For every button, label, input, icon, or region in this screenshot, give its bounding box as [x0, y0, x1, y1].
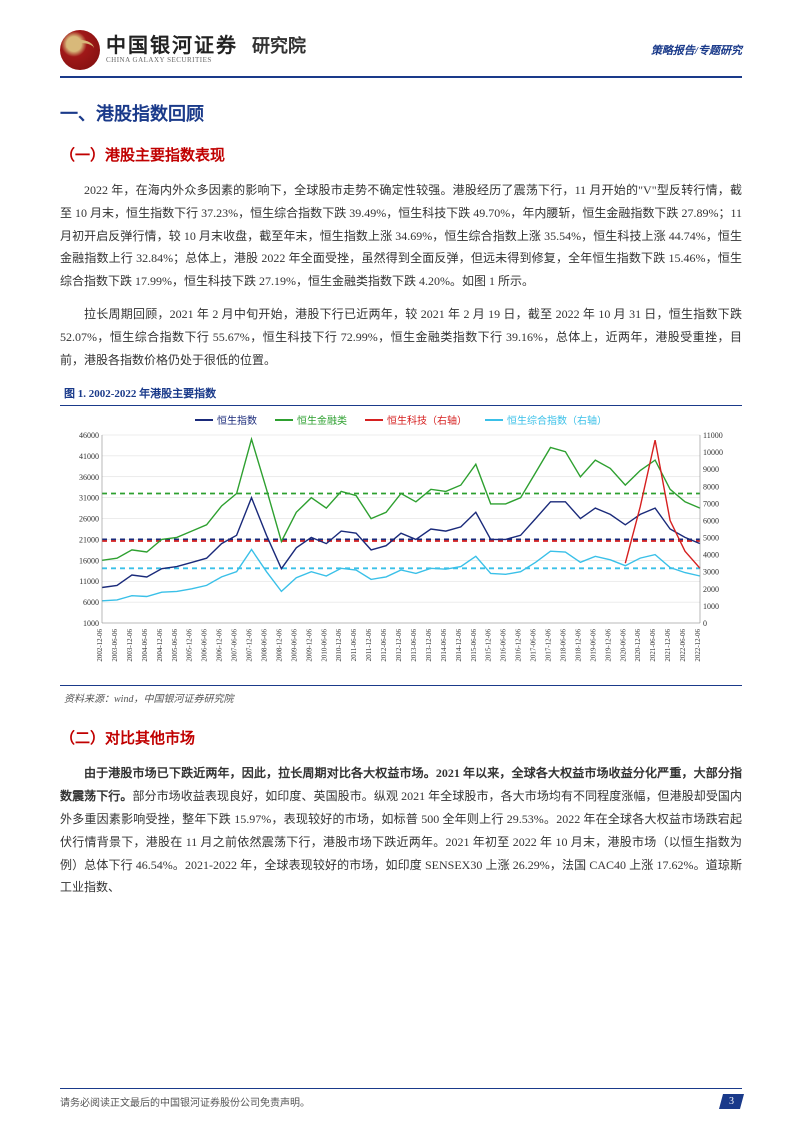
- svg-text:2020-06-06: 2020-06-06: [619, 629, 627, 662]
- section-1-title: 一、港股指数回顾: [60, 100, 742, 126]
- svg-text:8000: 8000: [703, 483, 719, 492]
- svg-text:2017-06-06: 2017-06-06: [530, 629, 538, 662]
- logo-text: 中国银河证券 CHINA GALAXY SECURITIES: [106, 35, 238, 65]
- logo-icon: [60, 30, 100, 70]
- svg-text:2015-06-06: 2015-06-06: [470, 629, 478, 662]
- logo-institute: 研究院: [252, 32, 306, 58]
- svg-text:2018-12-06: 2018-12-06: [574, 629, 582, 662]
- legend-item: 恒生指数: [195, 412, 257, 427]
- legend-item: 恒生综合指数（右轴）: [485, 412, 607, 427]
- svg-text:2005-12-06: 2005-12-06: [186, 629, 194, 662]
- chart-1-title: 图 1. 2002-2022 年港股主要指数: [60, 381, 742, 406]
- chart-svg: 1000 6000 11000 16000 21000 26000 31000 36000 41…: [62, 431, 740, 679]
- svg-text:2014-12-06: 2014-12-06: [455, 629, 463, 662]
- page-number: 3: [719, 1094, 744, 1109]
- svg-text:2012-06-06: 2012-06-06: [380, 629, 388, 662]
- svg-text:3000: 3000: [703, 568, 719, 577]
- subsection-1-title: （一）港股主要指数表现: [60, 144, 742, 165]
- logo-block: 中国银河证券 CHINA GALAXY SECURITIES 研究院: [60, 30, 306, 70]
- footer-disclaimer: 请务必阅读正文最后的中国银河证券股份公司免责声明。: [60, 1094, 310, 1109]
- svg-text:2015-12-06: 2015-12-06: [485, 629, 493, 662]
- svg-text:2009-12-06: 2009-12-06: [305, 629, 313, 662]
- paragraph-3-rest: 部分市场收益表现良好，如印度、英国股市。纵观 2021 年全球股市，各大市场均有…: [60, 789, 742, 894]
- header-divider: [60, 76, 742, 78]
- svg-text:36000: 36000: [79, 473, 99, 482]
- svg-text:26000: 26000: [79, 515, 99, 524]
- svg-text:2005-06-06: 2005-06-06: [171, 629, 179, 662]
- subsection-2-title: （二）对比其他市场: [60, 727, 742, 748]
- svg-text:2009-06-06: 2009-06-06: [290, 629, 298, 662]
- svg-text:0: 0: [703, 619, 707, 628]
- svg-text:16000: 16000: [79, 557, 99, 566]
- svg-text:21000: 21000: [79, 536, 99, 545]
- svg-text:2010-06-06: 2010-06-06: [320, 629, 328, 662]
- svg-text:2011-12-06: 2011-12-06: [365, 629, 373, 662]
- svg-text:2007-06-06: 2007-06-06: [231, 629, 239, 662]
- svg-text:2007-12-06: 2007-12-06: [246, 629, 254, 662]
- paragraph-3: 由于港股市场已下跌近两年，因此，拉长周期对比各大权益市场。2021 年以来，全球…: [60, 762, 742, 899]
- svg-text:2022-12-06: 2022-12-06: [694, 629, 702, 662]
- svg-text:31000: 31000: [79, 494, 99, 503]
- svg-text:6000: 6000: [703, 517, 719, 526]
- svg-text:2022-06-06: 2022-06-06: [679, 629, 687, 662]
- svg-text:2013-06-06: 2013-06-06: [410, 629, 418, 662]
- svg-text:2008-12-06: 2008-12-06: [275, 629, 283, 662]
- svg-text:2020-12-06: 2020-12-06: [634, 629, 642, 662]
- svg-text:6000: 6000: [83, 598, 99, 607]
- svg-text:2011-06-06: 2011-06-06: [350, 629, 358, 662]
- svg-text:1000: 1000: [83, 619, 99, 628]
- page-header: 中国银河证券 CHINA GALAXY SECURITIES 研究院 策略报告/…: [60, 30, 742, 70]
- svg-text:10000: 10000: [703, 448, 723, 457]
- svg-text:2006-06-06: 2006-06-06: [201, 629, 209, 662]
- svg-text:2019-06-06: 2019-06-06: [589, 629, 597, 662]
- svg-text:2006-12-06: 2006-12-06: [216, 629, 224, 662]
- chart-1-source: 资料来源：wind，中国银河证券研究院: [60, 686, 742, 705]
- legend-item: 恒生科技（右轴）: [365, 412, 467, 427]
- legend-item: 恒生金融类: [275, 412, 347, 427]
- svg-text:9000: 9000: [703, 466, 719, 475]
- svg-text:2004-12-06: 2004-12-06: [156, 629, 164, 662]
- svg-text:2021-12-06: 2021-12-06: [664, 629, 672, 662]
- chart-legend: 恒生指数 恒生金融类 恒生科技（右轴） 恒生综合指数（右轴）: [62, 412, 740, 427]
- svg-text:2019-12-06: 2019-12-06: [604, 629, 612, 662]
- svg-text:2003-12-06: 2003-12-06: [126, 629, 134, 662]
- svg-text:2016-06-06: 2016-06-06: [500, 629, 508, 662]
- logo-cn: 中国银河证券: [106, 35, 238, 57]
- paragraph-2: 拉长周期回顾，2021 年 2 月中旬开始，港股下行已近两年，较 2021 年 …: [60, 303, 742, 371]
- report-category: 策略报告/专题研究: [651, 42, 742, 58]
- svg-text:2018-06-06: 2018-06-06: [559, 629, 567, 662]
- svg-text:2013-12-06: 2013-12-06: [425, 629, 433, 662]
- svg-text:46000: 46000: [79, 431, 99, 440]
- svg-text:2010-12-06: 2010-12-06: [335, 629, 343, 662]
- svg-text:1000: 1000: [703, 602, 719, 611]
- svg-text:2021-06-06: 2021-06-06: [649, 629, 657, 662]
- svg-text:11000: 11000: [703, 431, 723, 440]
- svg-text:5000: 5000: [703, 534, 719, 543]
- svg-text:2016-12-06: 2016-12-06: [515, 629, 523, 662]
- paragraph-1: 2022 年，在海内外众多因素的影响下，全球股市走势不确定性较强。港股经历了震荡…: [60, 179, 742, 293]
- svg-text:2002-12-06: 2002-12-06: [96, 629, 104, 662]
- page-footer: 请务必阅读正文最后的中国银河证券股份公司免责声明。 3: [60, 1094, 742, 1109]
- chart-1: 恒生指数 恒生金融类 恒生科技（右轴） 恒生综合指数（右轴） 1000 6000 1100…: [60, 406, 742, 686]
- svg-text:2008-06-06: 2008-06-06: [260, 629, 268, 662]
- svg-text:4000: 4000: [703, 551, 719, 560]
- svg-text:2017-12-06: 2017-12-06: [545, 629, 553, 662]
- svg-text:2004-06-06: 2004-06-06: [141, 629, 149, 662]
- logo-en: CHINA GALAXY SECURITIES: [106, 57, 238, 65]
- svg-text:2014-06-06: 2014-06-06: [440, 629, 448, 662]
- svg-text:41000: 41000: [79, 452, 99, 461]
- svg-text:2000: 2000: [703, 585, 719, 594]
- svg-text:2003-06-06: 2003-06-06: [111, 629, 119, 662]
- svg-text:7000: 7000: [703, 500, 719, 509]
- svg-text:11000: 11000: [79, 578, 99, 587]
- svg-text:2012-12-06: 2012-12-06: [395, 629, 403, 662]
